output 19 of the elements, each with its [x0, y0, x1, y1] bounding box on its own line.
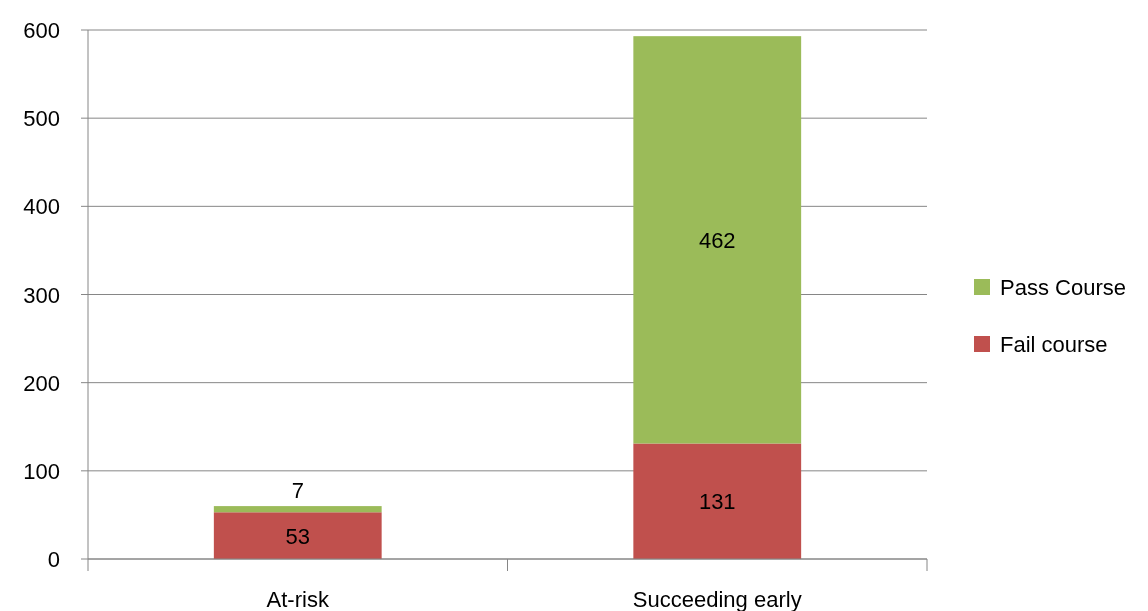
legend-label: Fail course: [1000, 332, 1108, 357]
y-tick-label: 400: [23, 194, 60, 220]
bar: [633, 36, 802, 444]
y-tick-label: 600: [23, 18, 60, 43]
bar: [213, 506, 382, 513]
y-tick-label: 0: [47, 547, 60, 572]
y-tick-label: 300: [23, 282, 60, 308]
data-label: 7: [291, 478, 304, 504]
data-label: 53: [285, 523, 310, 549]
legend-label: Pass Course: [1000, 275, 1126, 300]
x-tick-label: At-risk: [266, 587, 330, 611]
y-tick-label: 100: [23, 458, 60, 484]
y-tick-label: 500: [23, 106, 60, 132]
data-label: 462: [698, 227, 736, 253]
data-label: 131: [698, 489, 736, 515]
bar: [213, 512, 382, 559]
y-tick-label: 200: [23, 370, 60, 396]
x-tick-label: Succeeding early: [632, 587, 802, 611]
bar: [633, 443, 802, 559]
